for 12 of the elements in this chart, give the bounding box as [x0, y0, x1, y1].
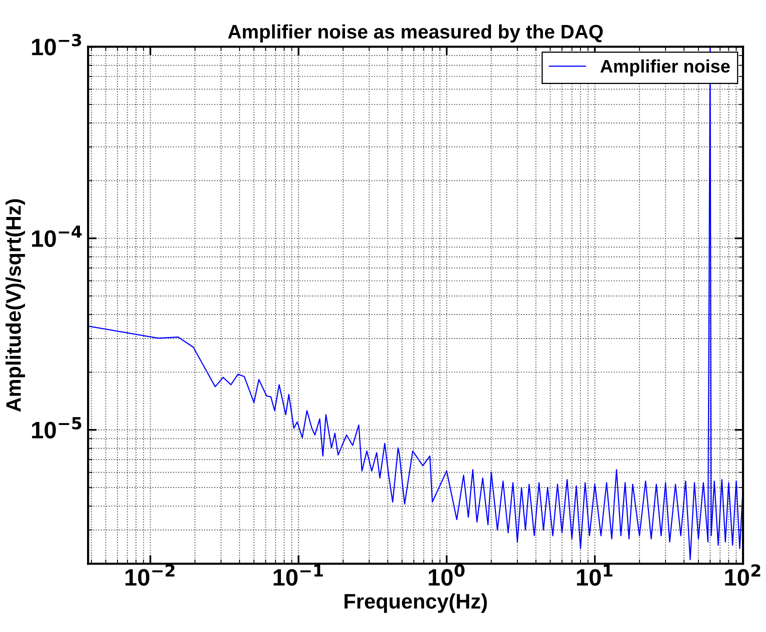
x-tick-label: 10$^{2}$ [725, 564, 760, 586]
y-tick-label: 10$^{−4}$ [32, 226, 82, 247]
y-axis-title: Amplitude(V)/sqrt(Hz) [6, 199, 26, 412]
x-tick-label: 10$^{0}$ [428, 564, 465, 586]
x-tick-label: 10$^{−2}$ [126, 564, 174, 586]
legend-label: Amplifier noise [600, 59, 730, 76]
chart-title: Amplifier noise as measured by the DAQ [228, 24, 603, 42]
y-tick-label: 10$^{−3}$ [32, 34, 82, 56]
y-tick-label: 10$^{−5}$ [32, 417, 82, 438]
x-tick-label: 10$^{1}$ [576, 564, 612, 586]
x-tick-label: 10$^{−1}$ [274, 564, 323, 586]
x-axis-title: Frequency(Hz) [344, 593, 487, 613]
